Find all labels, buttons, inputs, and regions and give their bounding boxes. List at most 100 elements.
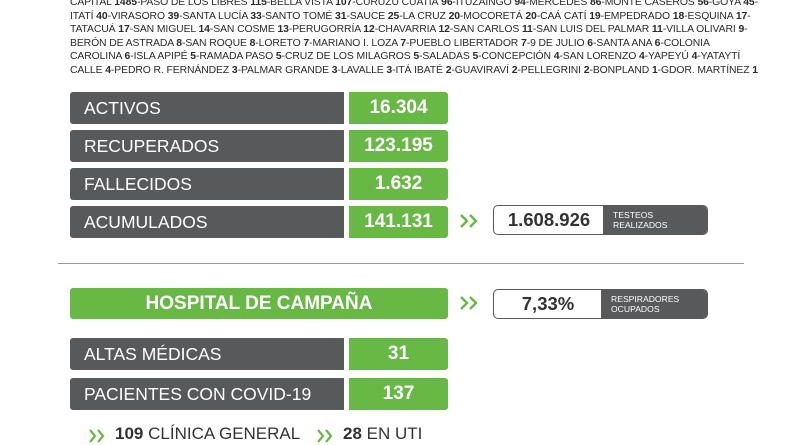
town-name: YATAYTÍ CALLE [70,51,741,76]
town-name: GDOR. MARTÍNEZ [661,64,753,76]
town-item: SANTA LUCÍA 33 [182,11,261,22]
town-name: SANTO TOMÉ [265,10,336,22]
town-count: 20 [525,10,537,22]
stat-label: ACUMULADOS [70,206,344,238]
double-chevron-icon [316,428,336,444]
town-count: 25 [387,10,400,22]
town-name: PERUGORRÍA [292,24,364,36]
town-name: MOCORETÁ [463,10,526,22]
town-name: ISLA APIPÉ [133,51,191,63]
town-item: PALMAR GRANDE 3 [240,64,338,76]
town-name: GUAVIRAVÍ [454,64,512,76]
town-item: ITATÍ 40 [70,11,108,22]
town-name: LAVALLE [340,64,387,76]
town-name: MARIANO I. LOZA [312,37,401,49]
testeos-label-line1: TESTEOS [613,210,654,220]
town-count: 6 [124,51,131,63]
town-item: GUAVIRAVÍ 2 [455,65,518,76]
clinica-value: 109 [115,424,144,443]
town-item: MONTE CASEROS 56 [605,0,709,8]
town-count: 12 [438,24,450,36]
town-name: BERÓN DE ASTRADA [70,37,177,49]
town-count: 11 [651,24,663,36]
town-item: SANTA ANA 6 [596,38,660,49]
town-name: ITATÍ [70,10,97,22]
testeos-value: 1.608.926 [507,209,591,230]
town-name: ITUZAINGÓ [455,0,515,8]
stat-label: ACTIVOS [70,92,344,124]
town-count: 7 [400,37,407,49]
respiradores-value: 7,33% [521,293,575,314]
town-name: CRUZ DE LOS MILAGROS [284,51,414,63]
town-name: SAUCE [349,10,388,22]
town-item: CONCEPCIÓN 4 [482,51,560,62]
town-name: SALADAS [422,51,473,63]
town-item: VILLA OLIVARI 9 [666,24,744,35]
town-item: ESQUINA 17 [688,11,748,22]
town-count: 17 [735,10,748,22]
town-name: PEDRO R. FERNÁNDEZ [114,64,232,76]
town-count: 5 [472,51,479,63]
town-item: LAVALLE 3 [341,65,392,76]
double-chevron-icon [459,212,481,230]
stat-label: ALTAS MÉDICAS [70,338,344,370]
town-count: 2 [583,64,590,76]
stat-value: 123.195 [349,130,448,162]
town-name: VILLA OLIVARI [666,24,739,36]
town-item: MOCORETÁ 20 [463,11,536,22]
double-chevron-icon [459,294,481,312]
town-name: SAN ROQUE [185,37,250,49]
stat-value: 137 [349,378,448,410]
town-name: SANTA LUCÍA [182,10,251,22]
town-count: 45 [743,0,755,8]
town-item: CHAVARRIA 12 [378,24,450,35]
town-name: PALMAR GRANDE [240,64,332,76]
town-count: 17 [118,24,130,36]
town-name: CAPITAL [70,0,115,8]
town-name: BONPLAND [592,64,652,76]
town-item: SAN ROQUE 8 [185,38,255,49]
town-count: 6 [587,37,593,49]
stat-value: 1.632 [349,168,448,200]
town-item: LA CRUZ 20 [403,11,460,22]
town-item: CAÁ CATÍ 19 [540,11,601,22]
town-name: TATACUÁ [70,24,119,36]
town-item: MERCEDES 86 [529,0,601,8]
town-name: PASO DE LOS LIBRES [140,0,251,8]
town-item: MARIANO I. LOZA 7 [312,38,406,49]
stat-value: 141.131 [349,206,448,238]
town-name: CONCEPCIÓN [481,51,554,63]
stat-value: 31 [349,338,448,370]
stat-label: PACIENTES CON COVID-19 [70,378,344,410]
town-name: BELLA VISTA [270,0,336,8]
town-name: PUEBLO LIBERTADOR [409,37,521,49]
towns-list: CAPITAL 1485-PASO DE LOS LIBRES 115-BELL… [70,0,760,78]
town-item: BERÓN DE ASTRADA 8 [70,38,182,49]
uti-label: EN UTI [366,424,423,443]
town-count: 2 [445,64,452,76]
town-item: GDOR. MARTÍNEZ 1 [661,65,758,76]
town-item: CURUZÚ CUATIÁ 96 [356,0,453,8]
town-name: MERCEDES [529,0,590,8]
town-name: COLONIA CAROLINA [70,37,710,63]
town-item: PEDRO R. FERNÁNDEZ 3 [114,65,237,76]
town-item: SALADAS 5 [422,51,478,62]
town-count: 11 [521,24,533,36]
stat-label: FALLECIDOS [70,168,344,200]
town-count: 3 [231,64,238,76]
uti-value: 28 [343,424,362,443]
town-name: CAÁ CATÍ [540,10,590,22]
town-count: 12 [363,24,375,36]
town-name: GOYA [712,0,744,8]
town-count: 5 [275,51,282,63]
town-count: 20 [448,10,460,22]
town-item: PUEBLO LIBERTADOR 7 [409,38,526,49]
testeos-box: 1.608.926 TESTEOS REALIZADOS [493,205,708,235]
town-item: ITÁ IBATÉ 2 [395,65,451,76]
town-count: 7 [303,37,310,49]
town-name: SAN MIGUEL [133,24,199,36]
town-name: ITÁ IBATÉ [395,64,446,76]
hospital-title: HOSPITAL DE CAMPAÑA [70,288,448,319]
town-name: CHAVARRIA [378,24,439,36]
town-item: SAN CARLOS 11 [453,24,533,35]
